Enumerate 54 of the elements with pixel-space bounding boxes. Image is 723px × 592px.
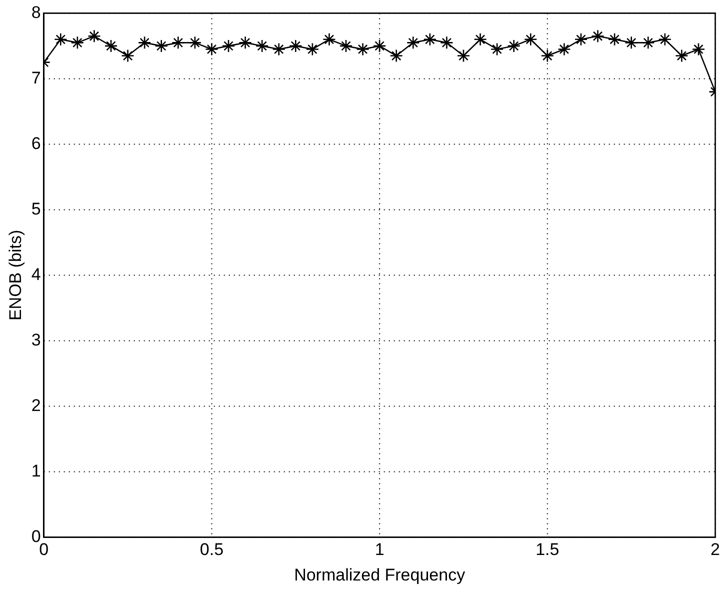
point	[474, 32, 487, 46]
point	[608, 32, 622, 46]
point	[624, 36, 638, 50]
y-tick-label: 5	[31, 199, 41, 218]
point	[255, 39, 269, 53]
point	[540, 49, 554, 62]
point	[222, 39, 236, 53]
point	[390, 49, 403, 62]
point	[658, 32, 672, 46]
y-tick-label: 3	[31, 330, 41, 350]
point	[675, 49, 688, 62]
y-tick-label: 1	[31, 461, 41, 480]
y-tick-label: 6	[31, 134, 41, 153]
point	[456, 49, 470, 62]
x-tick-label: 1	[374, 540, 384, 560]
point	[171, 36, 185, 50]
point	[372, 39, 386, 53]
point	[406, 36, 420, 50]
point	[440, 36, 454, 50]
point	[524, 32, 538, 46]
point	[692, 42, 706, 56]
x-tick-label: 0.5	[200, 540, 224, 560]
x-axis-title: Normalized Frequency	[294, 565, 466, 584]
y-tick-label: 2	[31, 396, 41, 415]
point	[238, 36, 252, 50]
point	[70, 36, 84, 50]
point	[507, 39, 520, 53]
point	[288, 39, 302, 53]
x-tick-label: 2	[710, 540, 720, 560]
point	[490, 42, 504, 56]
point	[558, 42, 571, 56]
y-tick-label: 8	[31, 2, 41, 22]
point	[88, 29, 101, 43]
point	[591, 29, 604, 43]
y-tick-label: 0	[31, 526, 41, 546]
point	[188, 36, 202, 50]
point	[121, 49, 134, 62]
y-tick-label: 7	[31, 68, 41, 88]
point	[54, 32, 68, 46]
x-tick-label: 1.5	[536, 540, 560, 560]
y-tick-label: 4	[31, 264, 41, 284]
point	[339, 39, 353, 53]
point	[356, 42, 370, 56]
point	[322, 32, 336, 46]
point	[272, 42, 286, 56]
point	[205, 42, 218, 56]
point	[306, 42, 320, 56]
y-axis-title: ENOB (bits)	[6, 230, 25, 321]
point	[104, 39, 118, 53]
point	[423, 32, 437, 46]
point	[574, 32, 588, 46]
point	[154, 39, 168, 53]
point	[138, 36, 152, 50]
point	[641, 36, 655, 50]
